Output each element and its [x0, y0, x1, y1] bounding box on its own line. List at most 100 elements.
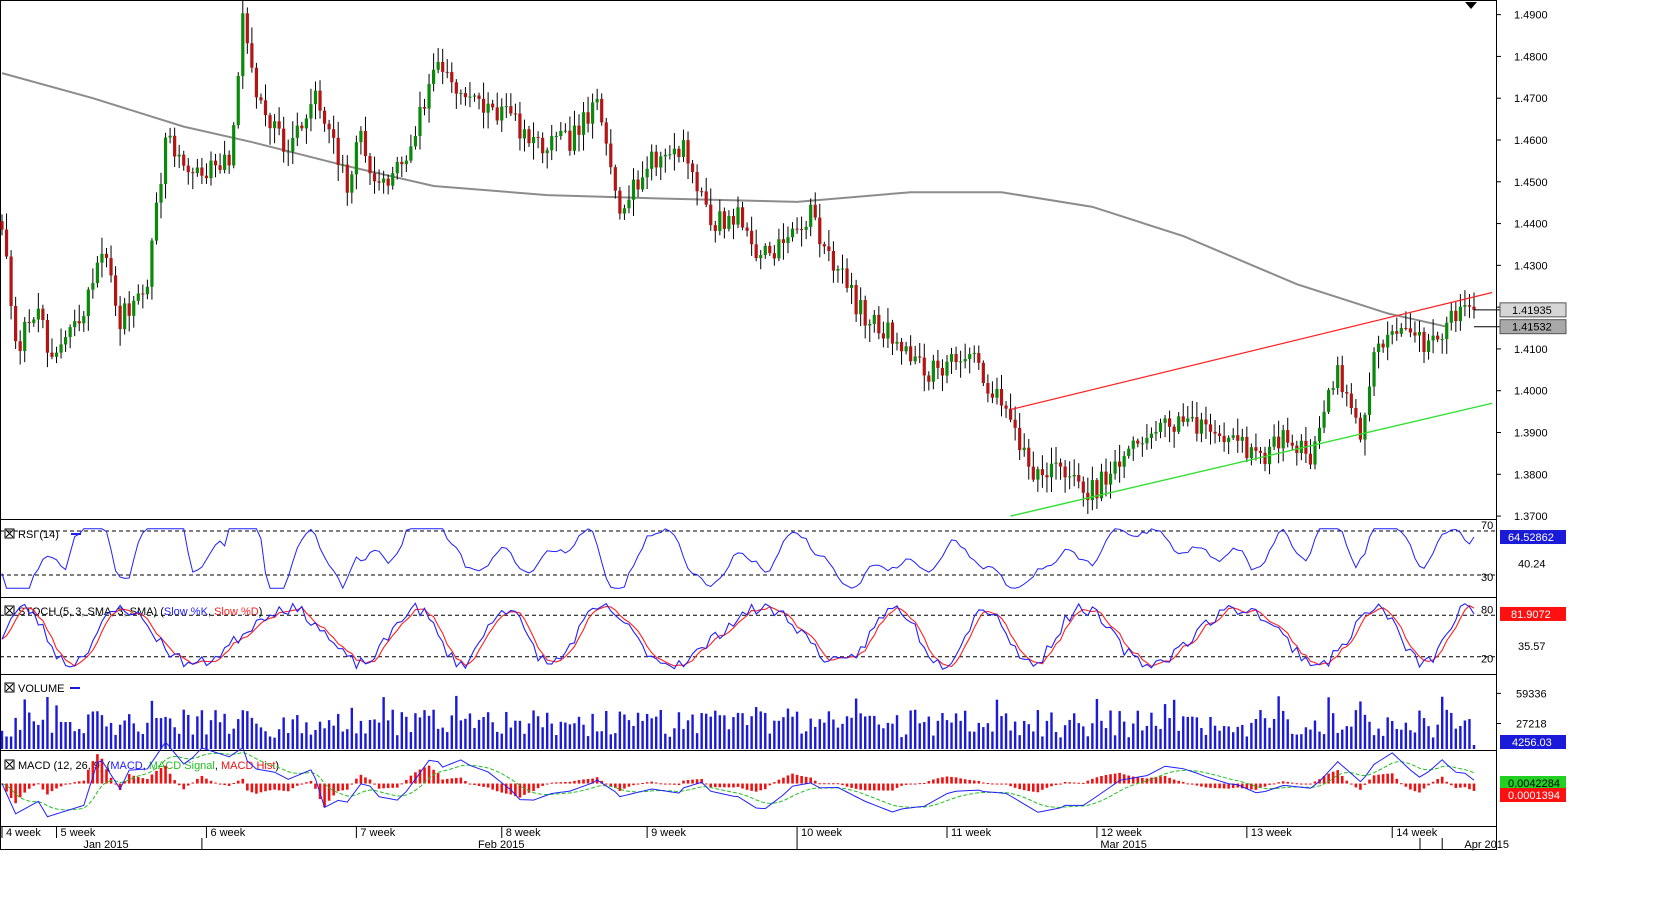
macd-hist-bar — [96, 754, 99, 784]
candle-body — [1049, 463, 1054, 478]
macd-hist-bar — [1163, 775, 1167, 784]
month-label: Jan 2015 — [83, 839, 128, 851]
volume-bar — [1227, 726, 1230, 749]
macd-hist-bar — [1245, 783, 1249, 789]
candle — [1018, 413, 1022, 461]
volume-bar — [768, 733, 772, 749]
macd-hist-bar — [700, 778, 703, 784]
candle — [241, 0, 245, 89]
candle-body — [1258, 450, 1263, 453]
macd-hist-bar — [18, 783, 22, 798]
candle — [1386, 321, 1390, 361]
volume-bar — [1195, 717, 1199, 749]
volume-bar — [650, 718, 653, 749]
candle — [159, 172, 163, 219]
macd-hist-bar — [386, 783, 390, 789]
macd-hist-bar — [1018, 783, 1021, 790]
candle-body — [1072, 475, 1076, 477]
volume-bar — [191, 734, 195, 749]
macd-hist-bar — [972, 780, 976, 784]
volume-bar — [873, 715, 876, 749]
candle-body — [931, 360, 935, 382]
macd-hist-bar — [164, 765, 167, 784]
macd-hist-bar — [486, 783, 490, 788]
channel-lower-line[interactable] — [1010, 402, 1493, 517]
macd-hist-bar — [27, 783, 31, 789]
macd-hist-bar — [300, 783, 304, 785]
candle — [550, 124, 554, 161]
moving-average-layer — [1, 72, 1447, 328]
candle-body — [622, 208, 627, 214]
scroll-marker-icon[interactable] — [1465, 2, 1477, 9]
candle — [163, 132, 168, 199]
macd-hist-bar — [927, 781, 931, 784]
macd-hist-bar — [995, 783, 999, 785]
candle-body — [718, 211, 722, 231]
volume-bar — [827, 711, 831, 749]
candle-body — [954, 354, 958, 363]
candle — [1199, 412, 1204, 443]
candle-body — [1222, 435, 1226, 443]
macd-hist-bar — [568, 781, 572, 784]
candle-body — [759, 255, 763, 259]
week-label: 12 week — [1101, 827, 1142, 839]
macd-hist-bar — [695, 779, 699, 784]
candle-body — [777, 239, 781, 259]
candle-body — [963, 359, 967, 362]
volume-bar — [1304, 727, 1308, 749]
macd-hist-bar — [509, 783, 513, 795]
macd-hist-bar — [1290, 782, 1294, 784]
candle-body — [600, 98, 604, 123]
macd-hist-bar — [14, 783, 17, 804]
candle — [1095, 477, 1099, 509]
candle — [18, 330, 22, 365]
macd-hist-bar — [177, 783, 181, 786]
volume-bar — [714, 710, 717, 749]
candle-body — [613, 167, 617, 191]
volume-bar — [1009, 730, 1012, 749]
candle — [886, 308, 890, 348]
candle — [1222, 422, 1226, 452]
candle-body — [118, 305, 122, 330]
volume-bar — [509, 727, 513, 749]
macd-hist-bar — [1200, 783, 1203, 787]
channel-upper-line[interactable] — [1010, 291, 1493, 411]
macd-title-text: MACD (12, 26, 9) — [18, 760, 104, 772]
candle-body — [577, 125, 581, 135]
candle — [382, 170, 386, 194]
candle-body — [1236, 435, 1240, 441]
candle — [359, 126, 363, 155]
volume-bar — [1318, 731, 1321, 749]
candle — [922, 343, 926, 392]
volume-bar — [5, 736, 8, 749]
candle — [581, 102, 586, 151]
candle — [572, 110, 577, 155]
volume-bar — [968, 731, 971, 749]
macd-hist-bar — [323, 783, 326, 808]
volume-bar — [264, 731, 267, 749]
volume-bar — [373, 719, 376, 749]
candle-body — [1263, 452, 1267, 465]
macd-hist-bar — [804, 776, 808, 784]
candle-body — [1417, 331, 1422, 336]
macd-hist-bar — [750, 783, 753, 791]
macd-hist-bar — [1000, 783, 1003, 785]
macd-hist-bar — [327, 783, 331, 801]
candle — [1277, 420, 1281, 464]
macd-hist-bar — [1309, 783, 1312, 785]
volume-bar — [864, 716, 867, 749]
volume-bar — [296, 715, 299, 749]
macd-hist-bar — [732, 783, 735, 788]
macd-hist-bar — [68, 783, 72, 785]
volume-bar — [450, 715, 453, 749]
candle — [918, 342, 922, 364]
candle-body — [690, 163, 695, 172]
macd-hist-bar — [1313, 781, 1317, 784]
trend-channel-layer[interactable] — [1010, 291, 1493, 517]
macd-hist-bar — [918, 783, 922, 785]
candle — [681, 129, 686, 162]
candle-body — [731, 215, 736, 225]
macd-hist-bar — [1300, 783, 1303, 785]
volume-bar — [627, 720, 631, 749]
